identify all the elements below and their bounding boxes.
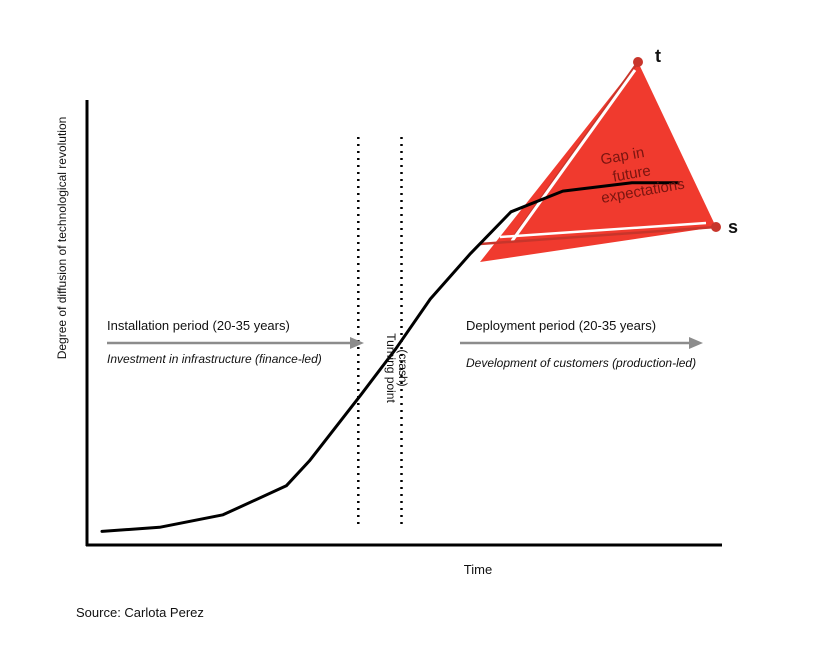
gap-triangle — [480, 62, 716, 262]
gap-label-line2: future — [611, 162, 652, 185]
lower-expectation-line — [479, 225, 717, 246]
point-t-label: t — [655, 46, 661, 66]
deployment-subtitle: Development of customers (production-led… — [466, 356, 696, 370]
deployment-arrow — [460, 337, 703, 349]
turning-point-sublabel: (crash) — [396, 349, 410, 386]
x-axis-label: Time — [464, 562, 492, 577]
upper-expectation-line-white — [510, 69, 637, 242]
installation-arrow — [107, 337, 364, 349]
source-note: Source: Carlota Perez — [76, 605, 204, 620]
point-s-label: s — [728, 217, 738, 237]
installation-subtitle: Investment in infrastructure (finance-le… — [107, 352, 322, 366]
turning-point-label: Turning point — [384, 333, 398, 403]
y-axis-label: Degree of diffusion of technological rev… — [55, 117, 69, 360]
deployment-title: Deployment period (20-35 years) — [466, 318, 656, 333]
installation-title: Installation period (20-35 years) — [107, 318, 290, 333]
point-s-marker — [711, 222, 721, 232]
lower-expectation-line-white — [499, 221, 707, 239]
point-t-marker — [633, 57, 643, 67]
diffusion-curve — [100, 181, 680, 533]
